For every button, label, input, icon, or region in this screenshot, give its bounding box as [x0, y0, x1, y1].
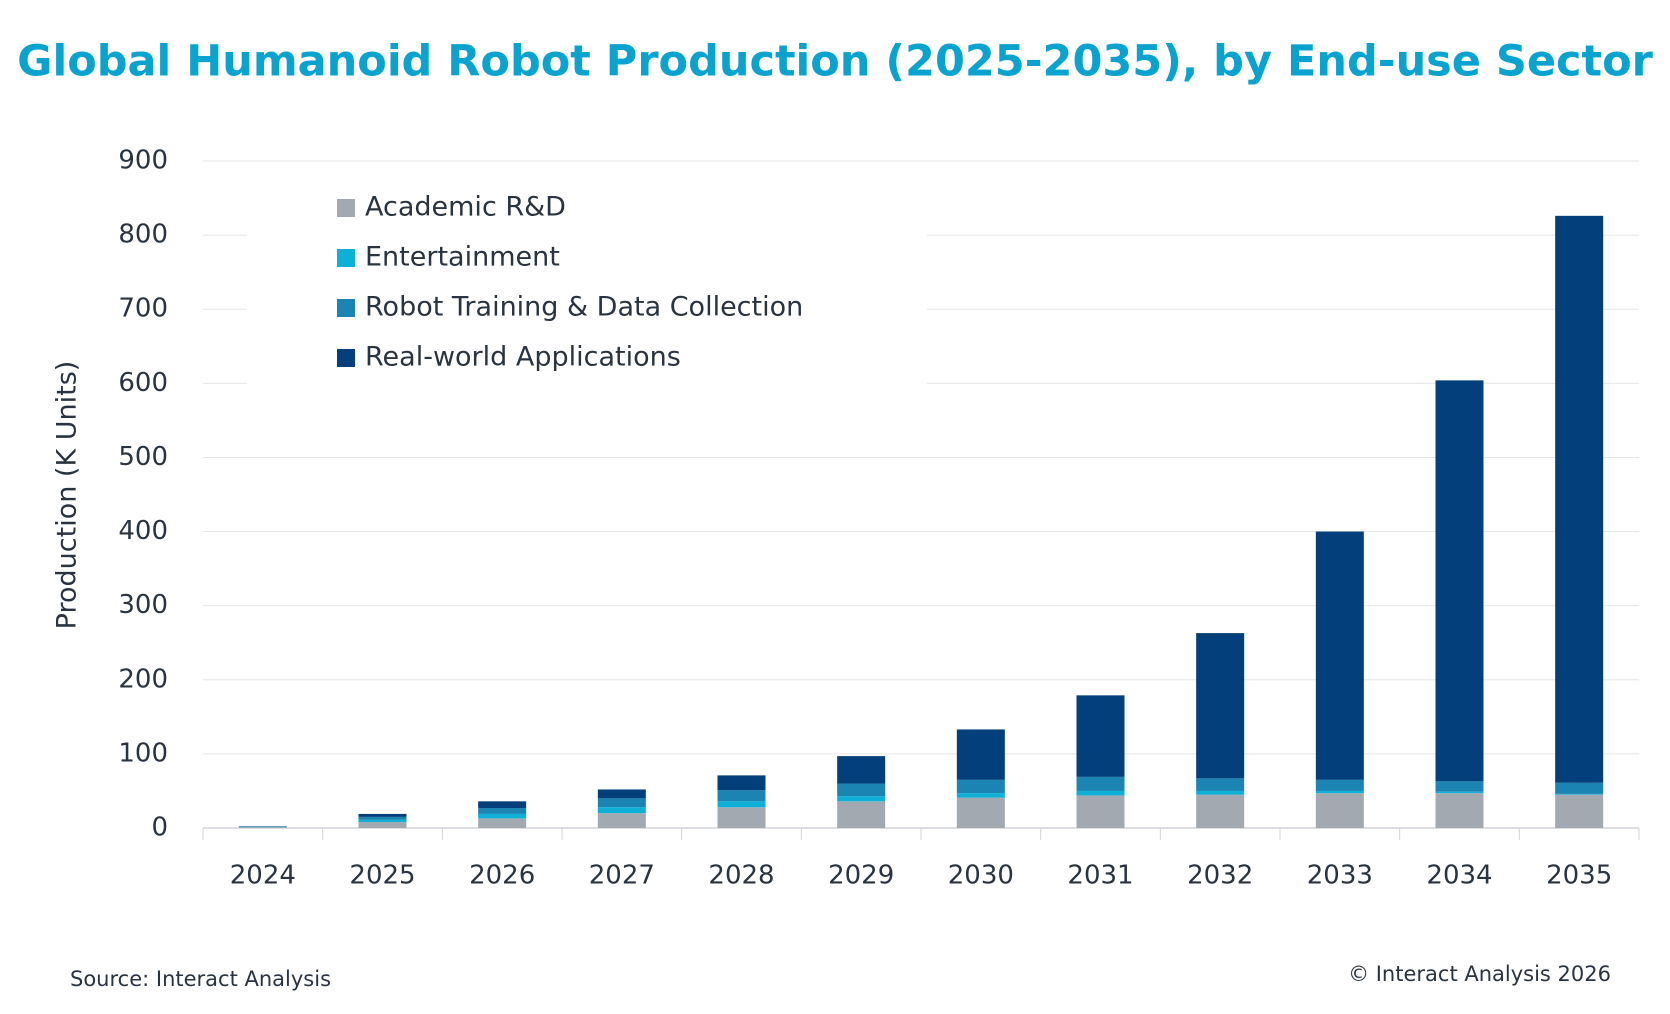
bar-segment	[478, 807, 527, 814]
y-tick-label: 300	[118, 590, 168, 620]
bar-segment	[478, 818, 527, 828]
bar-segment	[837, 801, 886, 828]
bar-segment	[1196, 794, 1245, 828]
bar-segment	[717, 775, 766, 791]
legend-swatch	[337, 249, 355, 267]
bar-segment	[597, 813, 646, 828]
bar-segment	[358, 822, 407, 828]
bar-segment	[238, 827, 287, 828]
bar-segment	[1315, 790, 1364, 794]
bar-segment	[478, 813, 527, 819]
bar-segment	[1435, 380, 1484, 782]
y-tick-label: 700	[118, 294, 168, 324]
bar-segment	[478, 801, 527, 808]
x-tick-label: 2032	[1187, 861, 1253, 891]
x-tick-label: 2027	[589, 861, 655, 891]
legend-label: Academic R&D	[365, 192, 566, 223]
bar-segment	[1076, 790, 1125, 796]
legend-swatch	[337, 349, 355, 367]
legend-box	[247, 176, 927, 396]
bar-segment	[1196, 790, 1245, 795]
x-tick-label: 2035	[1546, 861, 1612, 891]
x-tick-label: 2034	[1426, 861, 1492, 891]
y-tick-label: 600	[118, 368, 168, 398]
y-axis-label: Production (K Units)	[52, 361, 83, 630]
bar-segment	[1196, 633, 1245, 779]
x-tick-label: 2024	[230, 861, 296, 891]
x-tick-label: 2030	[948, 861, 1014, 891]
bar-segment	[358, 816, 407, 820]
legend-label: Real-world Applications	[365, 342, 681, 373]
bar-segment	[837, 756, 886, 784]
y-tick-label: 100	[118, 738, 168, 768]
bar-segment	[1555, 793, 1604, 795]
bar-segment	[956, 729, 1005, 780]
bar-segment	[1076, 776, 1125, 791]
bar-segment	[1315, 779, 1364, 791]
y-tick-label: 0	[151, 813, 168, 843]
x-tick-label: 2028	[708, 861, 774, 891]
bar-segment	[1555, 782, 1604, 794]
legend-swatch	[337, 199, 355, 217]
chart-title: Global Humanoid Robot Production (2025-2…	[17, 37, 1653, 87]
y-tick-label: 500	[118, 442, 168, 472]
x-tick-label: 2026	[469, 861, 535, 891]
bar-segment	[358, 819, 407, 823]
x-tick-label: 2029	[828, 861, 894, 891]
source: Source: Interact Analysis	[70, 967, 331, 991]
legend-swatch	[337, 299, 355, 317]
bar-segment	[358, 813, 407, 817]
bar-segment	[717, 801, 766, 808]
bar-segment	[1555, 794, 1604, 828]
bar-segment	[597, 798, 646, 808]
bar-segment	[1315, 531, 1364, 780]
bar-segment	[837, 783, 886, 797]
bar-segment	[956, 779, 1005, 794]
copyright: © Interact Analysis 2026	[1348, 962, 1611, 986]
bar-segment	[1435, 793, 1484, 828]
bar-segment	[1435, 781, 1484, 792]
x-tick-label: 2025	[349, 861, 415, 891]
bar-segment	[837, 796, 886, 802]
bar-segment	[1076, 695, 1125, 777]
y-tick-label: 900	[118, 146, 168, 176]
x-tick-label: 2033	[1307, 861, 1373, 891]
bar-segment	[1435, 791, 1484, 794]
bar-segment	[1555, 215, 1604, 783]
bar-segment	[956, 797, 1005, 828]
bar-segment	[717, 790, 766, 802]
y-tick-label: 400	[118, 516, 168, 546]
x-tick-label: 2031	[1067, 861, 1133, 891]
bar-segment	[956, 793, 1005, 798]
y-tick-label: 800	[118, 220, 168, 250]
bar-segment	[717, 807, 766, 828]
legend-label: Robot Training & Data Collection	[365, 292, 803, 323]
bar-segment	[1196, 778, 1245, 791]
bar-segment	[1315, 793, 1364, 828]
legend-label: Entertainment	[365, 242, 560, 273]
bar-segment	[597, 789, 646, 799]
bar-segment	[1076, 795, 1125, 828]
bar-segment	[597, 807, 646, 814]
y-tick-label: 200	[118, 664, 168, 694]
